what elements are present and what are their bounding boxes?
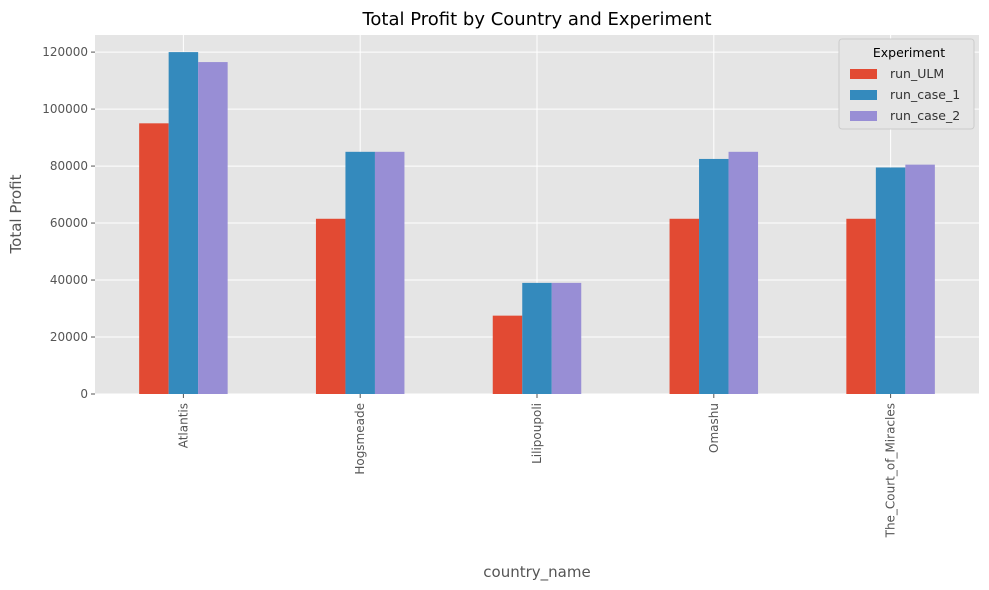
bar-run_case_2-Hogsmeade [374,151,405,394]
bar-run_case_1-Atlantis [168,52,199,394]
bar-run_ULM-Atlantis [139,123,169,395]
legend-box [838,38,975,130]
legend-title: Experiment [873,45,945,60]
legend-label-run_case_2: run_case_2 [890,108,960,123]
bar-run_case_1-The_Court_of_Miracles [875,167,906,394]
y-tick-label: 0 [80,387,88,401]
x-tick-label: The_Court_of_Miracles [884,403,898,538]
legend-swatch-run_ULM [850,69,877,79]
bars [139,52,935,395]
y-axis-ticks: 0 20000 40000 60000 80000 100000 120000 [42,45,95,401]
chart-title: Total Profit by Country and Experiment [361,9,711,30]
legend-label-run_ULM: run_ULM [890,66,944,81]
x-axis-ticks: Atlantis Hogsmeade Lilipoupoli Omashu The_Co… [176,394,898,538]
legend-label-run_case_1: run_case_1 [890,87,960,102]
y-tick-label: 60000 [50,216,88,230]
bar-run_case_2-Atlantis [198,62,228,395]
y-tick-label: 120000 [42,45,88,59]
y-tick-label: 40000 [50,273,88,287]
legend: Experiment run_ULM run_case_1 run_case_2 [838,38,975,130]
x-tick-label: Lilipoupoli [530,403,544,464]
bar-run_ULM-Hogsmeade [315,218,346,394]
x-axis-label: country_name [483,563,590,582]
bar-run_ULM-Lilipoupoli [492,315,523,394]
legend-swatch-run_case_1 [850,90,877,100]
bar-run_ULM-The_Court_of_Miracles [846,218,876,394]
legend-swatch-run_case_2 [850,111,877,121]
y-tick-label: 20000 [50,330,88,344]
x-tick-label: Atlantis [176,403,190,448]
bar-run_ULM-Omashu [669,218,700,394]
x-tick-label: Hogsmeade [353,403,367,475]
bar-run_case_1-Lilipoupoli [522,282,552,394]
y-tick-label: 80000 [50,159,88,173]
bar-run_case_2-Lilipoupoli [551,282,582,394]
bar-run_case_1-Omashu [699,158,729,394]
y-tick-label: 100000 [42,102,88,116]
x-tick-label: Omashu [707,403,721,453]
bar-run_case_2-Omashu [728,151,759,394]
bar-run_case_2-The_Court_of_Miracles [905,164,935,394]
y-axis-label: Total Profit [7,174,25,254]
bar-run_case_1-Hogsmeade [345,151,375,394]
